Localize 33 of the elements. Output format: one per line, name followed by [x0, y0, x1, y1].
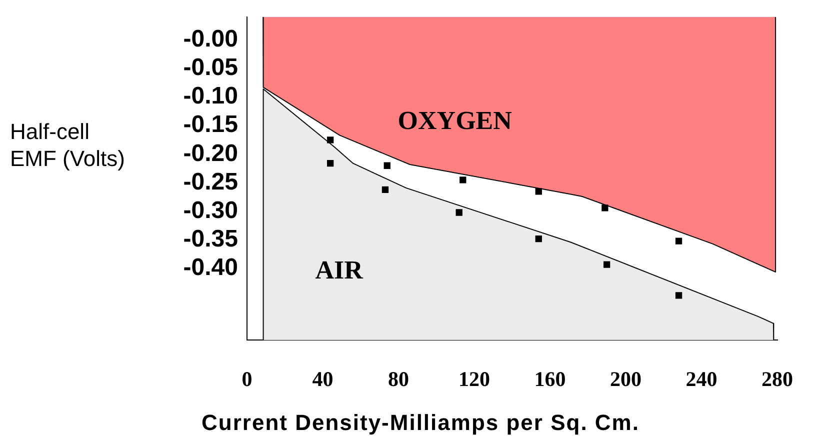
x-axis-title: Current Density-Milliamps per Sq. Cm.: [200, 410, 640, 436]
y-tick-label: -0.30: [183, 196, 238, 224]
y-tick-label: -0.40: [183, 254, 238, 282]
x-tick-label: 120: [458, 367, 490, 392]
point: [456, 209, 462, 216]
y-tick-label: -0.25: [183, 168, 238, 196]
series-label: AIR: [315, 255, 364, 284]
y-tick-label: -0.05: [183, 54, 238, 82]
y-tick-label: -0.35: [183, 226, 238, 253]
x-tick-label: 40: [312, 367, 334, 392]
point: [675, 292, 682, 299]
point: [326, 160, 334, 167]
x-tick-label: 160: [534, 367, 566, 392]
x-tick-label: 80: [388, 367, 409, 392]
y-tick-label: -0.15: [183, 111, 238, 138]
point: [535, 188, 542, 195]
point: [382, 186, 389, 193]
x-tick-label: 240: [686, 367, 718, 392]
point: [460, 176, 466, 184]
point: [384, 162, 390, 169]
y-tick-label: -0.00: [183, 25, 238, 52]
series-label: OXYGEN: [398, 106, 512, 136]
y-tick-label: -0.10: [183, 82, 238, 110]
point: [675, 238, 682, 244]
point: [602, 204, 608, 212]
point: [326, 136, 334, 144]
point: [603, 261, 610, 268]
y-axis-title: Half-cell EMF (Volts): [10, 118, 126, 172]
x-tick-label: 280: [762, 367, 793, 392]
point: [535, 235, 542, 242]
y-tick-label: -0.20: [183, 140, 238, 167]
x-tick-label: 0: [242, 367, 252, 392]
x-tick-label: 200: [610, 367, 642, 392]
